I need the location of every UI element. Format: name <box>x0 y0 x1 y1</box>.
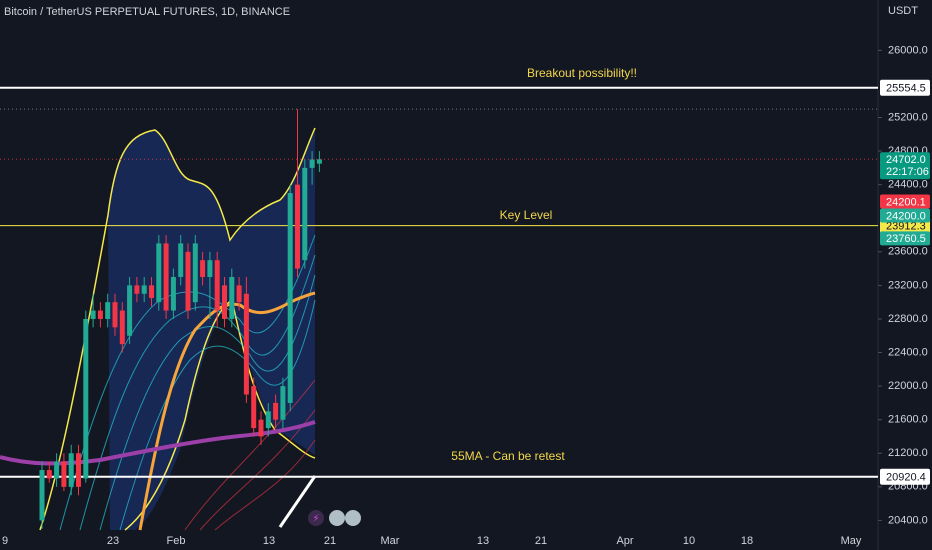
candle-body <box>163 243 169 311</box>
candle-body <box>236 285 242 303</box>
y-tick-label: 26000.0 <box>888 44 928 56</box>
price-tag <box>880 194 930 209</box>
y-tick-label: 22400.0 <box>888 346 928 358</box>
candle-body <box>316 159 322 164</box>
annotation: 55MA - Can be retest <box>451 449 565 463</box>
candle-body <box>68 453 74 487</box>
ema-line <box>214 439 316 531</box>
candle-body <box>192 243 198 303</box>
x-tick-label: 21 <box>324 535 336 547</box>
x-tick-label: 13 <box>477 535 489 547</box>
x-tick-label: May <box>841 535 862 547</box>
candle-body <box>112 302 118 328</box>
y-tick-label: 25200.0 <box>888 111 928 123</box>
candle-body <box>156 243 162 303</box>
candle-body <box>280 386 286 420</box>
candle-body <box>61 461 67 487</box>
x-tick-label: Apr <box>616 535 633 547</box>
candle-body <box>200 260 206 277</box>
chart-title: Bitcoin / TetherUS PERPETUAL FUTURES, 1D… <box>4 6 290 18</box>
candle-body <box>76 453 81 487</box>
candle-body <box>243 293 249 395</box>
upper-band <box>39 127 316 531</box>
x-tick-label: 21 <box>535 535 547 547</box>
price-tag-label: 23760.5 <box>886 233 926 245</box>
candle-body <box>258 419 264 437</box>
candle-body <box>295 184 300 269</box>
ema-line <box>184 379 316 531</box>
y-tick-label: 20400.0 <box>888 514 928 526</box>
ema-line <box>119 299 316 531</box>
level-tag-label: 20920.4 <box>886 472 926 484</box>
candle-body <box>149 285 154 298</box>
event-flag[interactable] <box>329 510 345 526</box>
x-tick-label: Feb <box>167 535 186 547</box>
level-tag-label: 23912.3 <box>886 221 926 233</box>
x-tick-label: 18 <box>741 535 753 547</box>
price-tag-label: 24200.1 <box>886 196 926 208</box>
countdown: 22:17:06 <box>886 166 929 178</box>
candle-body <box>309 159 315 168</box>
event-icon[interactable] <box>308 510 324 526</box>
candle-body <box>185 251 191 311</box>
candle-body <box>54 461 60 479</box>
candle-body <box>207 260 213 277</box>
candle-body <box>302 167 308 261</box>
y-unit: USDT <box>888 5 918 17</box>
candle-body <box>127 285 133 336</box>
x-tick-label: 23 <box>107 535 119 547</box>
candle-body <box>265 411 271 429</box>
candle-body <box>119 310 125 345</box>
y-tick-label: 23600.0 <box>888 246 928 258</box>
candle-body <box>39 470 45 521</box>
candle-body <box>105 302 111 319</box>
drawing-line <box>278 475 317 528</box>
x-tick-label: 13 <box>263 535 275 547</box>
annotation: Breakout possibility!! <box>527 66 637 80</box>
x-tick-label: 9 <box>2 535 8 547</box>
annotation: Key Level <box>500 208 553 222</box>
candle-body <box>134 285 140 294</box>
price-tag-label: 24702.0 <box>886 154 926 166</box>
candle-body <box>83 318 89 479</box>
ema-line <box>79 254 316 531</box>
y-tick-label: 23200.0 <box>888 279 928 291</box>
x-tick-label: 10 <box>683 535 695 547</box>
ma-55 <box>0 420 316 466</box>
price-tag <box>880 152 930 180</box>
event-icon-glyph: ⚡ <box>312 514 319 525</box>
ema-line <box>99 274 316 531</box>
candle-body <box>229 276 235 319</box>
candle-body <box>141 285 147 294</box>
level-tag <box>880 468 930 485</box>
ema-ribbon <box>59 234 316 531</box>
candle-body <box>170 276 176 311</box>
y-tick-label: 24400.0 <box>888 179 928 191</box>
y-tick-label: 21200.0 <box>888 447 928 459</box>
candle-body <box>222 285 227 319</box>
y-tick-label: 22800.0 <box>888 313 928 325</box>
candle-body <box>287 193 293 403</box>
candle-body <box>90 310 96 319</box>
candle-body <box>97 310 103 319</box>
candle-body <box>251 386 257 429</box>
level-tag-label: 25554.5 <box>886 83 926 95</box>
candle-body <box>46 470 52 479</box>
event-flag[interactable] <box>345 510 361 526</box>
price-tag <box>880 231 930 246</box>
candle-body <box>178 243 184 277</box>
price-tag-label: 24200.0 <box>886 210 926 222</box>
y-tick-label: 22000.0 <box>888 380 928 392</box>
candle-body <box>214 260 220 311</box>
price-tag <box>880 208 930 223</box>
ema-line <box>59 234 316 531</box>
candle-body <box>273 402 279 420</box>
y-tick-label: 21600.0 <box>888 414 928 426</box>
level-tag <box>880 79 930 96</box>
x-tick-label: Mar <box>381 535 400 547</box>
